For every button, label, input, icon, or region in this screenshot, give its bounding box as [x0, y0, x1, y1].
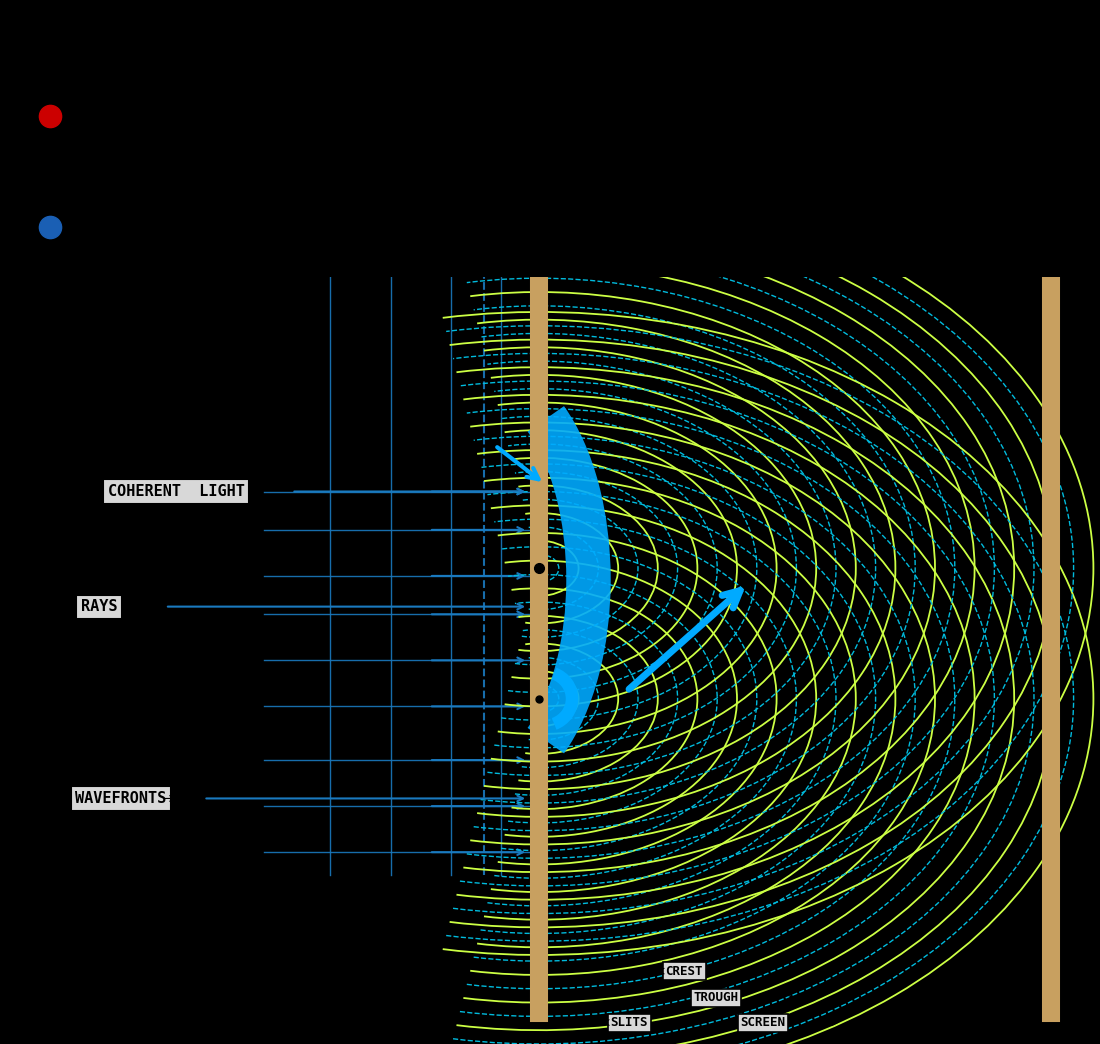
Text: –  CREST + CREST  OR  TROUGH + TROUGH: – CREST + CREST OR TROUGH + TROUGH	[336, 105, 770, 124]
Text: DESTRUCTIVE: DESTRUCTIVE	[116, 189, 254, 209]
Text: RAYS: RAYS	[80, 599, 118, 614]
Text: WAVEFRONTS: WAVEFRONTS	[76, 791, 166, 806]
Text: CONSTRUCTIVE: CONSTRUCTIVE	[116, 77, 267, 97]
Text: INTERFERENCE: INTERFERENCE	[116, 128, 267, 148]
Text: SCREEN: SCREEN	[740, 1016, 785, 1029]
Text: KEY:: KEY:	[33, 33, 100, 62]
Text: SLITS: SLITS	[610, 1016, 648, 1029]
Text: –  CREST + TROUGH: – CREST + TROUGH	[336, 216, 536, 235]
Text: CREST: CREST	[666, 965, 703, 977]
Text: INTERFERENCE: INTERFERENCE	[116, 239, 267, 259]
Text: TROUGH: TROUGH	[693, 992, 738, 1004]
Text: =: =	[82, 104, 98, 128]
Text: COHERENT  LIGHT: COHERENT LIGHT	[108, 484, 244, 499]
Text: =: =	[82, 215, 98, 239]
